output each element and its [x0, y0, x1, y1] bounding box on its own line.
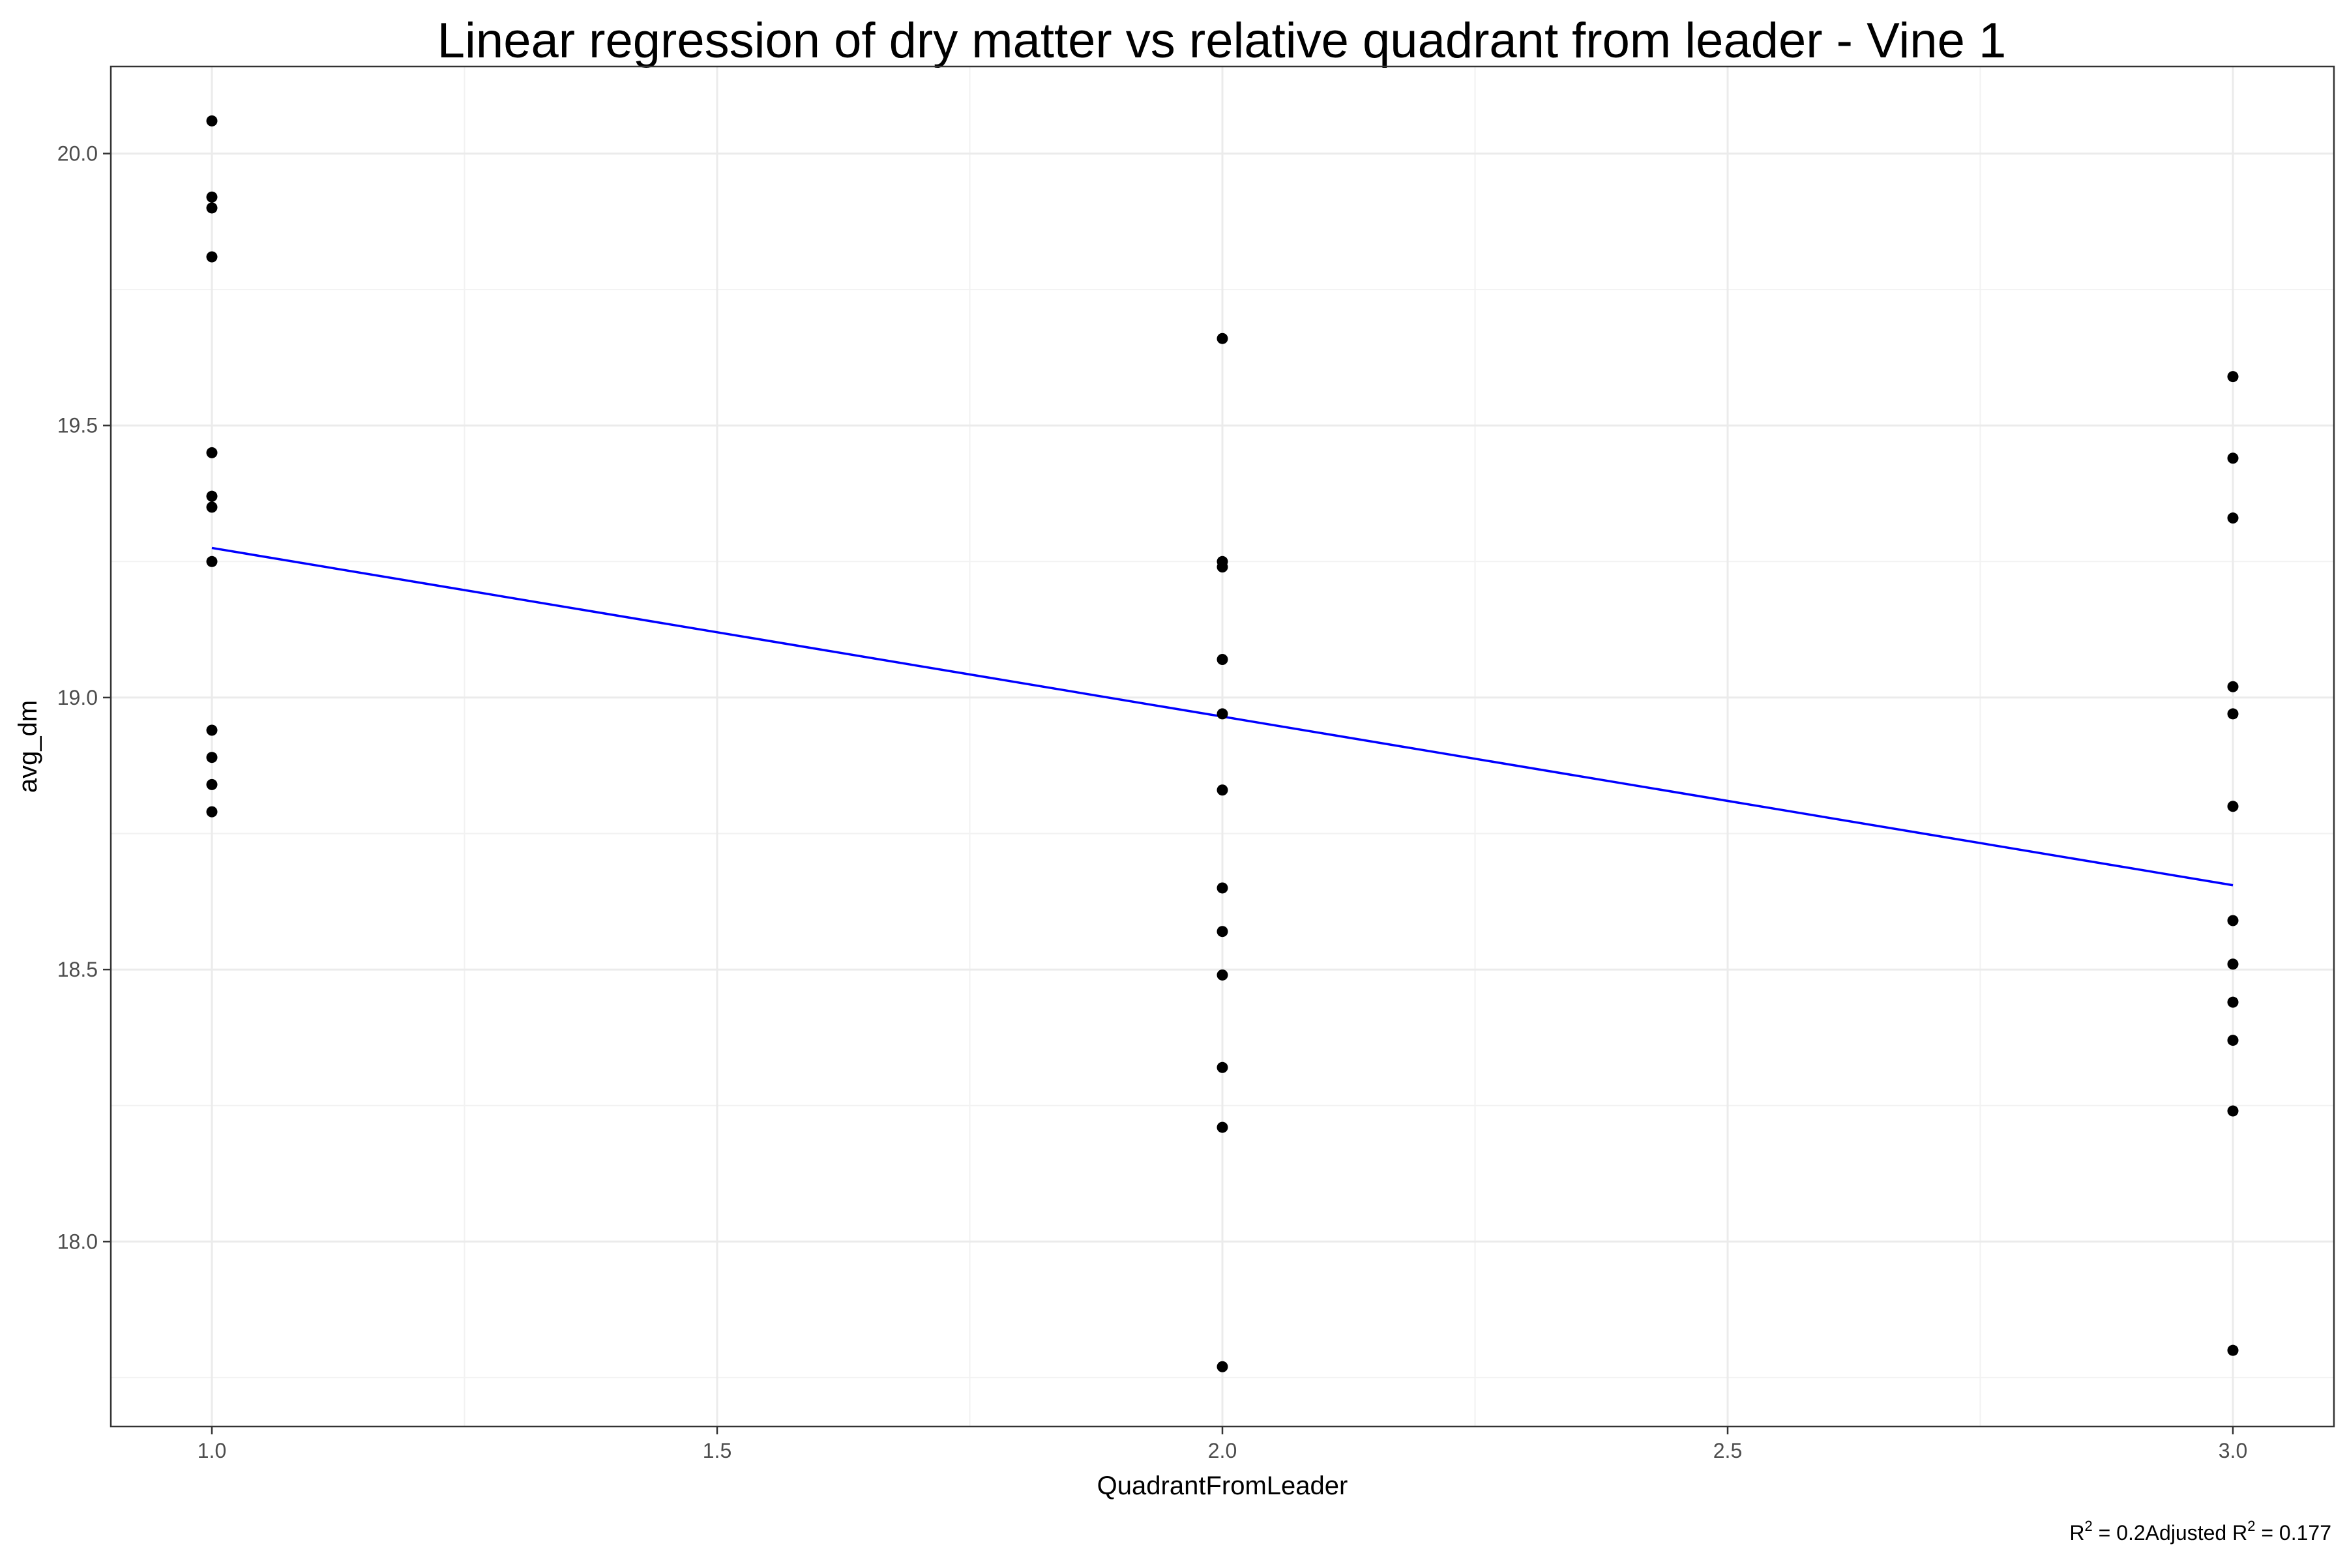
data-point [1217, 1121, 1228, 1133]
data-point [206, 115, 218, 126]
data-point [1217, 653, 1228, 665]
data-point [2227, 371, 2239, 383]
data-point [2227, 708, 2239, 720]
data-point [206, 191, 218, 203]
data-point [206, 501, 218, 513]
data-point [1217, 882, 1228, 894]
y-tick-label: 19.5 [57, 414, 98, 437]
r2-value: = 0.2 [2093, 1521, 2146, 1545]
x-tick-label: 2.0 [1208, 1439, 1237, 1462]
adjusted-r2-superscript: 2 [2247, 1518, 2255, 1534]
fit-statistics-caption: R2 = 0.2Adjusted R2 = 0.177 [2069, 1518, 2331, 1545]
data-point [2227, 1105, 2239, 1117]
x-tick-label: 2.5 [1713, 1439, 1742, 1462]
x-tick-label: 3.0 [2219, 1439, 2247, 1462]
y-tick-label: 20.0 [57, 142, 98, 166]
data-point [206, 778, 218, 790]
data-point [2227, 512, 2239, 524]
y-tick-label: 18.5 [57, 958, 98, 981]
data-point [1217, 561, 1228, 573]
r2-label: R [2069, 1521, 2084, 1545]
data-point [2227, 1344, 2239, 1356]
data-point [206, 752, 218, 763]
data-point [1217, 1361, 1228, 1372]
data-point [206, 806, 218, 818]
data-point [2227, 958, 2239, 970]
y-axis-ticks: 18.0 18.5 19.0 19.5 20.0 [57, 142, 111, 1253]
y-axis-title: avg_dm [14, 700, 42, 793]
x-axis-title: QuadrantFromLeader [1097, 1472, 1348, 1500]
adjusted-r2-value: = 0.177 [2255, 1521, 2331, 1545]
y-tick-label: 19.0 [57, 686, 98, 709]
r2-superscript: 2 [2084, 1518, 2092, 1534]
data-point [1217, 1061, 1228, 1073]
major-gridlines [111, 67, 2334, 1427]
data-point [1217, 926, 1228, 938]
x-axis-ticks: 1.0 1.5 2.0 2.5 3.0 [198, 1427, 2247, 1462]
data-point [2227, 996, 2239, 1008]
data-point [2227, 1035, 2239, 1046]
x-tick-label: 1.0 [198, 1439, 226, 1462]
data-point [1217, 708, 1228, 720]
data-point [206, 447, 218, 458]
adjusted-r2-label: Adjusted R [2146, 1521, 2248, 1545]
x-tick-label: 1.5 [703, 1439, 731, 1462]
data-points [206, 115, 2239, 1372]
data-point [1217, 969, 1228, 981]
data-point [1217, 784, 1228, 796]
data-point [1217, 333, 1228, 344]
y-tick-label: 18.0 [57, 1230, 98, 1253]
data-point [2227, 915, 2239, 926]
data-point [206, 490, 218, 502]
data-point [2227, 452, 2239, 464]
data-point [206, 724, 218, 736]
data-point [206, 202, 218, 214]
data-point [206, 251, 218, 263]
data-point [2227, 801, 2239, 812]
chart-title: Linear regression of dry matter vs relat… [437, 13, 2006, 68]
data-point [2227, 681, 2239, 692]
data-point [206, 555, 218, 567]
